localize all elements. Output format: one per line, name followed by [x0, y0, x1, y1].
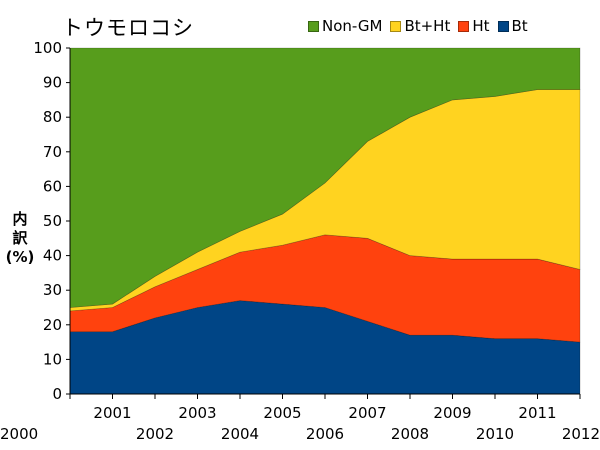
legend-swatch [390, 20, 402, 32]
x-tick-label: 2008 [391, 425, 429, 443]
y-tick-label: 20 [43, 316, 62, 334]
y-tick-label: 80 [43, 108, 62, 126]
x-tick-label: 2012 [562, 425, 600, 443]
legend-item-non-gm: Non-GM [308, 17, 382, 35]
y-axis-label-part: 内 [12, 210, 28, 228]
legend-swatch [497, 20, 509, 32]
legend-label: Non-GM [322, 17, 383, 35]
legend-swatch [458, 20, 470, 32]
x-tick-label: 2005 [263, 404, 301, 422]
y-axis-label-part: 訳 [12, 229, 28, 247]
y-axis-label-part: (%) [5, 248, 35, 266]
y-tick-label: 0 [52, 385, 62, 403]
y-tick-label: 70 [43, 143, 62, 161]
y-tick-label: 90 [43, 74, 62, 92]
legend: Non-GM Bt+Ht Ht Bt [308, 16, 528, 36]
x-tick-label: 2004 [221, 425, 259, 443]
x-tick-label: 2003 [178, 404, 216, 422]
legend-label: Ht [472, 17, 490, 35]
legend-item-bt: Bt [497, 17, 528, 35]
y-tick-label: 100 [33, 39, 62, 57]
x-tick-label: 2009 [433, 404, 471, 422]
legend-item-bt-ht: Bt+Ht [390, 17, 450, 35]
x-tick-label: 2007 [348, 404, 386, 422]
y-tick-label: 60 [43, 177, 62, 195]
x-tick-label: 2000 [0, 425, 38, 443]
chart-title: トウモロコシ [62, 16, 194, 40]
y-tick-label: 10 [43, 350, 62, 368]
area-non-gm [69, 47, 581, 308]
legend-item-ht: Ht [458, 17, 490, 35]
x-tick-label: 2002 [136, 425, 174, 443]
legend-label: Bt [511, 17, 528, 35]
y-tick-label: 40 [43, 247, 62, 265]
legend-swatch [308, 20, 319, 32]
x-tick-label: 2001 [93, 404, 131, 422]
x-tick-label: 2010 [476, 425, 514, 443]
y-axis-label: 内訳 (%) [2, 210, 38, 267]
x-tick-label: 2006 [306, 425, 344, 443]
x-tick-label: 2011 [518, 404, 556, 422]
legend-label: Bt+Ht [404, 17, 451, 35]
y-tick-label: 50 [43, 212, 62, 230]
y-tick-label: 30 [43, 281, 62, 299]
